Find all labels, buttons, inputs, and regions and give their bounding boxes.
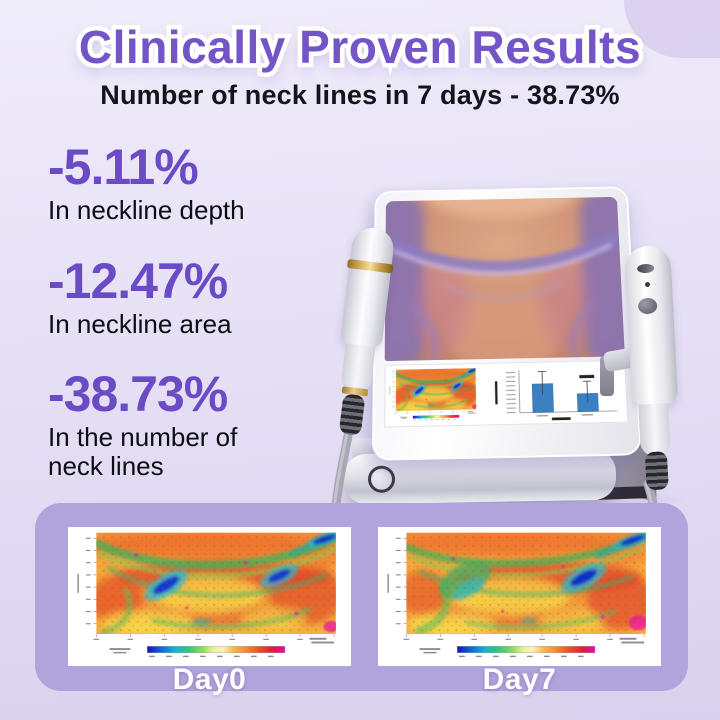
device-base-button <box>367 465 396 493</box>
stat-item-area: -12.47% In neckline area <box>48 252 328 339</box>
handpiece-left-taper <box>340 343 376 393</box>
stat-value: -38.73% <box>48 366 228 423</box>
heatmap-figure-day0: Day0 <box>68 527 351 696</box>
header: Clinically Proven Results Number of neck… <box>0 0 720 111</box>
handpiece-left-coil <box>338 393 366 436</box>
day0-caption: Day0 <box>172 663 247 696</box>
stat-value: -12.47% <box>48 252 228 309</box>
handpiece-right-taper <box>638 403 671 457</box>
stat-value: -5.11% <box>48 139 199 195</box>
analysis-bar-chart <box>483 362 626 423</box>
device-tablet <box>371 186 642 461</box>
handpiece-right-coil <box>644 451 669 491</box>
stat-item-count: -38.73% In the number of neck lines <box>48 369 328 480</box>
day0-heatmap <box>68 527 351 666</box>
stat-label: In the number of neck lines <box>48 422 238 481</box>
comparison-panel: Day0 Day7 <box>35 503 688 696</box>
screen-analysis-panel <box>384 360 629 428</box>
analysis-heatmap <box>386 366 481 425</box>
day7-caption: Day7 <box>482 663 557 696</box>
stat-label: In neckline depth <box>48 195 245 225</box>
stat-item-depth: -5.11% In neckline depth <box>48 142 328 225</box>
page-title: Clinically Proven Results <box>79 20 641 74</box>
stats-list: -5.11% In neckline depth -12.47% In neck… <box>48 142 328 511</box>
heatmap-figure-day7: Day7 <box>378 527 661 696</box>
device-screen <box>384 196 625 362</box>
results-subtitle: Number of neck lines in 7 days - 38.73% <box>100 80 620 110</box>
day7-heatmap <box>378 527 661 666</box>
screen-neck-image <box>384 196 625 362</box>
stat-label: In neckline area <box>48 308 232 339</box>
